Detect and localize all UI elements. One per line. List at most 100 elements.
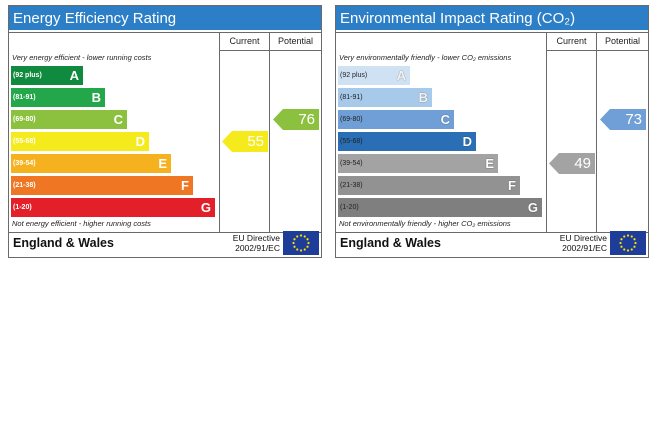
divider xyxy=(546,32,547,232)
rating-band-g: (1-20) G xyxy=(338,198,542,217)
footer-region: England & Wales xyxy=(340,236,441,250)
band-range: (21-38) xyxy=(340,182,363,189)
band-letter: C xyxy=(440,112,450,127)
band-letter: B xyxy=(418,90,428,105)
band-range: (21-38) xyxy=(13,182,36,189)
band-letter: D xyxy=(462,134,472,149)
divider xyxy=(596,32,597,232)
potential-rating-value: 76 xyxy=(298,111,315,128)
eu-star-icon xyxy=(293,245,296,248)
band-range: (92 plus) xyxy=(13,72,42,79)
band-letter: F xyxy=(508,178,516,193)
eu-star-icon xyxy=(626,234,630,237)
rating-band-c: (69-80) C xyxy=(338,110,454,129)
rating-band-a: (92 plus) A xyxy=(338,66,410,85)
eu-star-icon xyxy=(630,235,633,238)
band-letter: G xyxy=(527,200,538,215)
divider xyxy=(9,32,321,33)
band-range: (55-68) xyxy=(13,138,36,145)
eu-star-icon xyxy=(623,248,626,251)
band-letter: B xyxy=(91,90,101,105)
band-range: (81-91) xyxy=(340,94,363,101)
divider xyxy=(219,50,321,51)
current-rating-value: 55 xyxy=(247,133,264,150)
divider xyxy=(336,232,648,233)
band-range: (1-20) xyxy=(13,204,32,211)
directive-line: 2002/91/EC xyxy=(562,242,607,253)
current-column-header: Current xyxy=(229,36,260,46)
footer-directive: EU Directive 2002/91/EC xyxy=(555,233,607,253)
eu-star-icon xyxy=(292,241,295,245)
bottom-note: Not energy efficient - higher running co… xyxy=(12,219,151,228)
band-letter: G xyxy=(200,200,211,215)
band-letter: D xyxy=(135,134,145,149)
divider xyxy=(269,32,270,232)
eu-star-icon xyxy=(296,248,299,251)
bottom-note: Not environmentally friendly - higher CO… xyxy=(339,219,511,228)
current-column-header: Current xyxy=(556,36,587,46)
potential-rating-value: 73 xyxy=(625,111,642,128)
rating-band-e: (39-54) E xyxy=(11,154,171,173)
eu-star-icon xyxy=(303,248,306,251)
eu-star-icon xyxy=(619,241,622,245)
eu-star-icon xyxy=(623,235,626,238)
footer-directive: EU Directive 2002/91/EC xyxy=(228,233,280,253)
band-range: (39-54) xyxy=(340,160,363,167)
potential-column-header: Potential xyxy=(277,36,314,46)
directive-line: 2002/91/EC xyxy=(235,242,280,253)
eu-star-icon xyxy=(293,238,296,241)
rating-band-f: (21-38) F xyxy=(11,176,193,195)
eu-star-icon xyxy=(303,235,306,238)
eu-star-icon xyxy=(620,238,623,241)
rating-band-e: (39-54) E xyxy=(338,154,498,173)
potential-column-header: Potential xyxy=(604,36,641,46)
rating-band-a: (92 plus) A xyxy=(11,66,83,85)
top-note: Very environmentally friendly - lower CO… xyxy=(339,53,512,62)
divider xyxy=(219,32,220,232)
band-range: (69-80) xyxy=(340,116,363,123)
eu-star-icon xyxy=(633,238,636,241)
current-rating-value: 49 xyxy=(574,155,591,172)
band-range: (92 plus) xyxy=(340,72,368,79)
eu-flag-icon xyxy=(610,231,646,255)
band-range: (81-91) xyxy=(13,94,36,101)
energy-efficiency-panel: Energy Efficiency Rating Current Potenti… xyxy=(8,5,322,258)
band-letter: E xyxy=(158,156,167,171)
band-letter: F xyxy=(181,178,189,193)
rating-band-g: (1-20) G xyxy=(11,198,215,217)
rating-band-b: (81-91) B xyxy=(338,88,432,107)
directive-line: EU Directive xyxy=(232,233,280,243)
divider xyxy=(9,232,321,233)
eu-star-icon xyxy=(620,245,623,248)
band-range: (69-80) xyxy=(13,116,36,123)
potential-rating-arrow: 73 xyxy=(600,109,646,130)
band-range: (1-20) xyxy=(340,204,359,211)
band-letter: A xyxy=(69,68,79,83)
divider xyxy=(546,50,648,51)
potential-rating-arrow: 76 xyxy=(273,109,319,130)
divider xyxy=(336,32,648,33)
rating-band-b: (81-91) B xyxy=(11,88,105,107)
eu-star-icon xyxy=(306,245,309,248)
environment-title: Environmental Impact Rating (CO₂) xyxy=(336,6,648,30)
rating-band-f: (21-38) F xyxy=(338,176,520,195)
eu-star-icon xyxy=(633,245,636,248)
band-letter: E xyxy=(485,156,494,171)
footer-region: England & Wales xyxy=(13,236,114,250)
eu-star-icon xyxy=(307,241,310,245)
arrow-shape xyxy=(600,109,646,130)
directive-line: EU Directive xyxy=(559,233,607,243)
current-rating-arrow: 49 xyxy=(549,153,595,174)
rating-band-d: (55-68) D xyxy=(338,132,476,151)
band-letter: C xyxy=(113,112,123,127)
eu-star-icon xyxy=(306,238,309,241)
eu-star-icon xyxy=(626,249,630,252)
current-rating-arrow: 55 xyxy=(222,131,268,152)
band-range: (55-68) xyxy=(340,138,363,145)
energy-title: Energy Efficiency Rating xyxy=(9,6,321,30)
band-range: (39-54) xyxy=(13,160,36,167)
arrow-shape xyxy=(222,131,268,152)
band-letter: A xyxy=(396,68,406,83)
eu-star-icon xyxy=(630,248,633,251)
environmental-impact-panel: Environmental Impact Rating (CO₂) Curren… xyxy=(335,5,649,258)
